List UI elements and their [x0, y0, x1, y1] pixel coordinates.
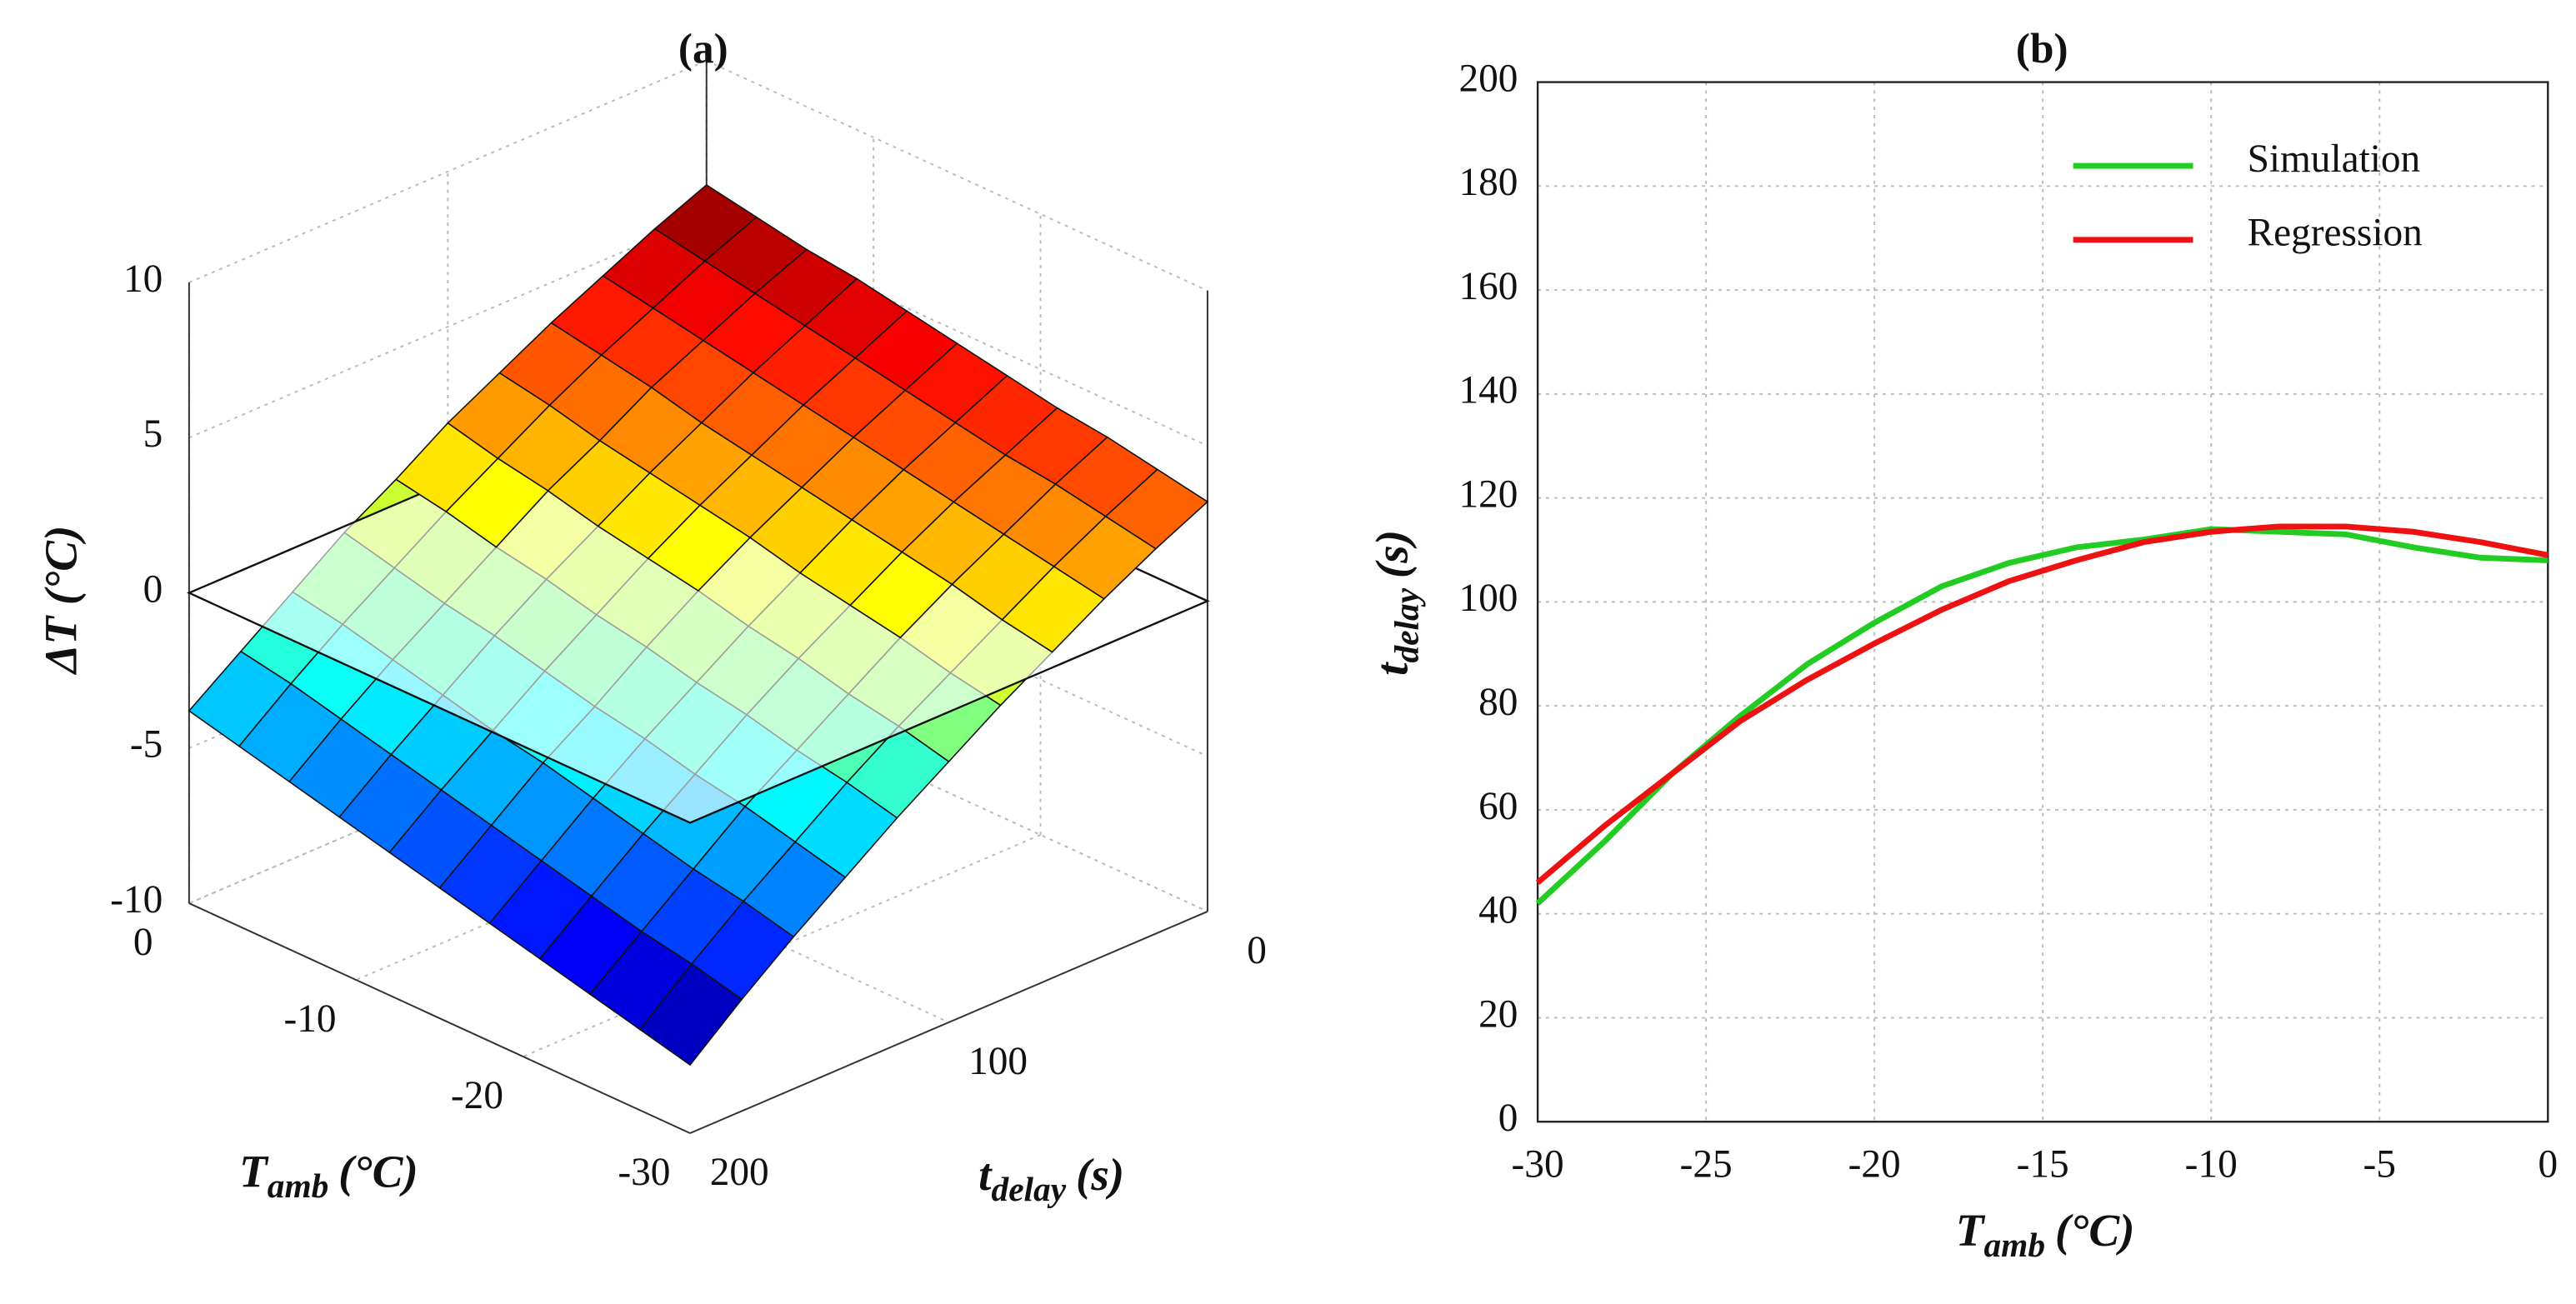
surface-patch	[1001, 565, 1105, 653]
chart-title: (b)	[2016, 25, 2068, 72]
x-tick-label: -15	[2017, 1142, 2069, 1186]
x-tick-label: -30	[618, 1151, 670, 1194]
y-tick-label: 140	[1458, 369, 1518, 412]
z-tick-label: 10	[123, 257, 163, 301]
grid-line	[188, 60, 708, 283]
label-main: T	[239, 1146, 269, 1197]
x-tick-label: -30	[1512, 1142, 1564, 1186]
grid-line	[706, 60, 1208, 292]
y-tick-label: 20	[1478, 992, 1518, 1036]
x-tick-label: -5	[2363, 1142, 2396, 1186]
surface-patch	[638, 962, 743, 1067]
label-unit: (°C)	[2055, 1205, 2135, 1256]
label-unit: (s)	[1076, 1149, 1124, 1200]
z-tick-label: -10	[110, 878, 163, 922]
grid-line	[188, 215, 708, 439]
axis-line	[689, 911, 1208, 1134]
x-tick-label: 0	[2538, 1142, 2558, 1186]
y-tick-label: 0	[1247, 929, 1267, 972]
line-plot: 0 20 40 60 80 100 120 140 160 180 200 -30 -25 -20 -15 -…	[1458, 57, 2558, 1186]
x-axis-label: Tamb (°C)	[239, 1146, 418, 1205]
y-tick-label: 180	[1458, 161, 1518, 204]
y-tick-label: 40	[1478, 889, 1518, 932]
label-sub: amb	[1983, 1225, 2045, 1263]
y-tick-label: 200	[710, 1151, 769, 1194]
series-line	[1535, 523, 2548, 885]
surface-patch	[445, 457, 549, 548]
legend-label: Regression	[2248, 212, 2423, 255]
label-unit: (s)	[1366, 530, 1417, 578]
x-tick-label: -10	[284, 997, 337, 1041]
x-tick-label: -10	[2185, 1142, 2238, 1186]
x-tick-label: -20	[1848, 1142, 1901, 1186]
axis-line	[188, 902, 691, 1134]
surface-patch	[647, 504, 752, 592]
label-sub: delay	[992, 1169, 1067, 1207]
y-tick-label: 120	[1458, 472, 1518, 516]
y-axis-label: tdelay (s)	[1366, 530, 1425, 676]
label-main: T	[1956, 1205, 1986, 1256]
surface-patch	[848, 551, 953, 639]
x-tick-label: -20	[451, 1074, 503, 1117]
z-axis-label: ΔT (°C)	[36, 526, 87, 676]
label-main: t	[978, 1149, 993, 1200]
label-sub: amb	[268, 1167, 329, 1205]
x-tick-label: -25	[1680, 1142, 1733, 1186]
y-tick-label: 80	[1478, 681, 1518, 724]
z-tick-label: 5	[143, 412, 163, 456]
y-tick-label: 100	[1458, 577, 1518, 620]
chart-title: (a)	[678, 25, 728, 72]
y-tick-label: 60	[1478, 785, 1518, 828]
y-tick-label: 160	[1458, 265, 1518, 308]
y-tick-label: 100	[968, 1040, 1028, 1083]
y-tick-label: 200	[1458, 57, 1518, 100]
label-main: t	[1366, 662, 1417, 676]
x-axis-label: Tamb (°C)	[1956, 1205, 2135, 1264]
y-axis-label: tdelay(s)	[978, 1149, 1124, 1208]
x-tick-label: 0	[133, 921, 153, 964]
z-tick-label: -5	[130, 723, 163, 767]
label-sub: delay	[1387, 587, 1425, 662]
z-tick-label: 0	[143, 567, 163, 611]
plot-frame	[1536, 81, 2549, 1123]
label-unit: (°C)	[338, 1146, 418, 1197]
y-tick-label: 0	[1498, 1097, 1518, 1140]
legend-label: Simulation	[2248, 137, 2421, 181]
